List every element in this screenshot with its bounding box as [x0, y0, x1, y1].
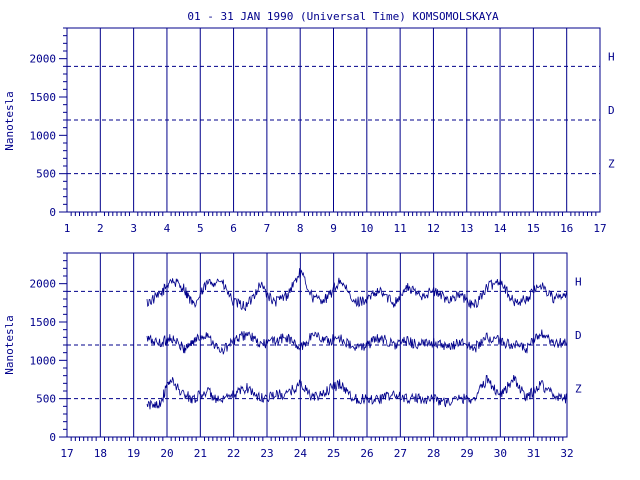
y-tick-label: 1000 [30, 354, 57, 367]
y-axis-label-top: Nanotesla [3, 91, 16, 151]
chart-title: 01 - 31 JAN 1990 (Universal Time) KOMSOM… [187, 10, 499, 23]
x-tick-label: 27 [394, 447, 407, 460]
y-tick-label: 500 [36, 168, 56, 181]
series-d-line [146, 329, 568, 355]
x-tick-label: 17 [593, 222, 606, 235]
x-tick-label: 29 [460, 447, 473, 460]
panel-2: 17 18 19 20 21 22 23 24 25 26 27 28 29 30 31 32 0 500 1000… [30, 252, 582, 460]
y-tick-label: 500 [36, 393, 56, 406]
y-axis-label-bottom: Nanotesla [3, 315, 16, 375]
x-tick-label: 10 [360, 222, 373, 235]
x-tick-label: 20 [160, 447, 173, 460]
x-tick-label: 16 [560, 222, 573, 235]
y-tick-label: 1000 [30, 129, 57, 142]
x-tick-label: 24 [294, 447, 308, 460]
x-tick-label: 28 [427, 447, 440, 460]
x-tick-label: 13 [460, 222, 473, 235]
x-tick-label: 1 [64, 222, 71, 235]
x-tick-label: 25 [327, 447, 340, 460]
x-tick-label: 19 [127, 447, 140, 460]
y-tick-label: 2000 [30, 278, 57, 291]
y-tick-label: 0 [49, 206, 56, 219]
x-tick-label: 18 [94, 447, 107, 460]
component-label-h: H [608, 50, 615, 63]
component-label-h: H [575, 275, 582, 288]
component-label-z: Z [575, 383, 582, 396]
y-tick-label: 2000 [30, 53, 57, 66]
x-tick-label: 26 [360, 447, 373, 460]
x-tick-label: 30 [494, 447, 507, 460]
x-tick-label: 9 [330, 222, 337, 235]
x-tick-label: 15 [527, 222, 540, 235]
x-tick-label: 3 [130, 222, 137, 235]
series-h-line [146, 268, 568, 312]
panel-1: 1 2 3 4 5 6 7 8 9 10 11 12 13 14 15 16 17050010001500200… [30, 27, 615, 235]
x-tick-label: 17 [60, 447, 73, 460]
x-tick-label: 23 [260, 447, 273, 460]
component-label-d: D [608, 104, 615, 117]
series-z-line [146, 374, 568, 410]
x-tick-label: 2 [97, 222, 104, 235]
component-label-z: Z [608, 158, 615, 171]
x-tick-label: 21 [194, 447, 207, 460]
y-tick-label: 0 [49, 431, 56, 444]
component-label-d: D [575, 329, 582, 342]
x-tick-label: 5 [197, 222, 204, 235]
x-tick-label: 22 [227, 447, 240, 460]
x-tick-label: 11 [394, 222, 407, 235]
x-tick-label: 32 [560, 447, 573, 460]
x-tick-label: 8 [297, 222, 304, 235]
y-tick-label: 1500 [30, 316, 57, 329]
plot-frame [66, 252, 568, 438]
x-tick-label: 12 [427, 222, 440, 235]
x-tick-label: 6 [230, 222, 237, 235]
x-tick-label: 7 [264, 222, 271, 235]
x-tick-label: 31 [527, 447, 540, 460]
y-tick-label: 1500 [30, 91, 57, 104]
x-tick-label: 4 [164, 222, 171, 235]
x-tick-label: 14 [493, 222, 507, 235]
